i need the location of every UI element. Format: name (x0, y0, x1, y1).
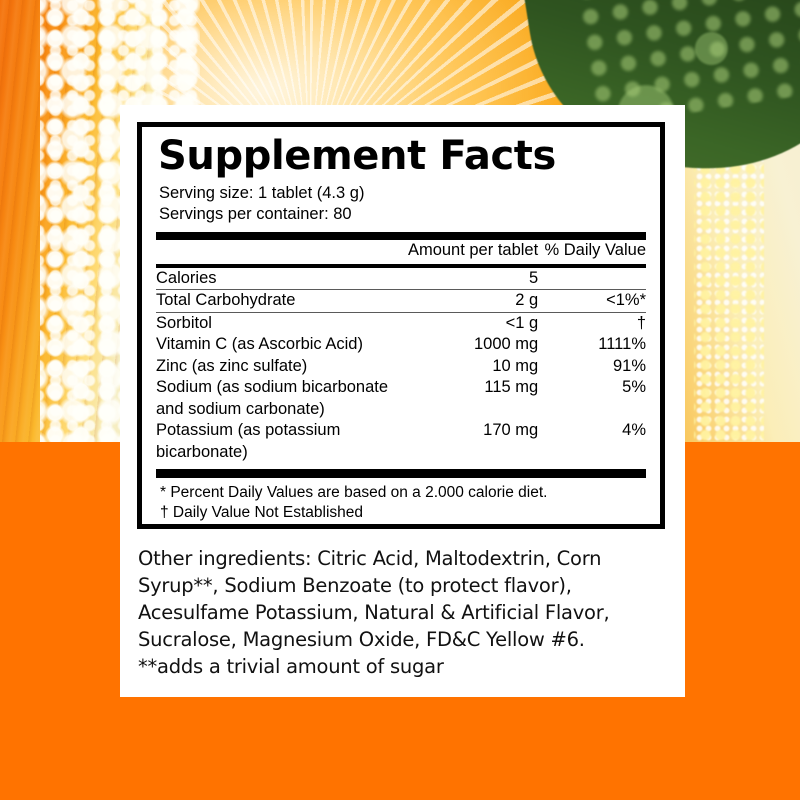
table-row: Zinc (as zinc sulfate) 10 mg 91% (156, 356, 646, 378)
table-row: Sorbitol <1 g † (156, 313, 646, 335)
nutrient-daily-value: 5% (622, 378, 646, 396)
footnote-dagger: † Daily Value Not Established (160, 504, 364, 521)
other-ingredients-line-4: Sucralose, Magnesium Oxide, FD&C Yellow … (138, 628, 585, 651)
row-divider (156, 311, 646, 313)
table-row-continuation: bicarbonate) (156, 442, 646, 464)
nutrient-daily-value: 4% (622, 421, 646, 439)
table-header-row: Amount per tablet % Daily Value (156, 240, 646, 264)
rule-thick-top (156, 232, 646, 240)
column-header-daily-value: % Daily Value (544, 241, 647, 259)
nutrient-name: Vitamin C (as Ascorbic Acid) (156, 335, 363, 353)
other-ingredients-line-1: Other ingredients: Citric Acid, Maltodex… (138, 547, 602, 570)
table-row: Potassium (as potassium 170 mg 4% (156, 420, 646, 442)
page-title: Supplement Facts (158, 133, 556, 179)
nutrients-table: Calories 5 Total Carbohydrate 2 g <1%* (156, 268, 646, 464)
nutrient-amount: 1000 mg (473, 335, 539, 353)
nutrient-daily-value: 1111% (598, 335, 646, 353)
sugar-footnote: **adds a trivial amount of sugar (138, 655, 444, 678)
supplement-label-panel: Supplement Facts Serving size: 1 tablet … (120, 105, 685, 697)
nutrient-name: Sorbitol (156, 313, 212, 332)
column-header-name (156, 240, 401, 264)
orange-sparkle-right (694, 120, 764, 442)
other-ingredients-line-3: Acesulfame Potassium, Natural & Artifici… (138, 601, 610, 624)
other-ingredients-line-2: Syrup**, Sodium Benzoate (to protect fla… (138, 574, 572, 597)
nutrient-amount: 115 mg (484, 378, 539, 396)
table-row: Sodium (as sodium bicarbonate 115 mg 5% (156, 377, 646, 399)
row-divider (156, 289, 646, 290)
nutrient-name: Calories (156, 268, 217, 287)
nutrient-amount: 10 mg (492, 356, 539, 375)
nutrient-name: Zinc (as zinc sulfate) (156, 356, 308, 375)
column-header-amount: Amount per tablet (407, 241, 539, 259)
nutrition-table: Amount per tablet % Daily Value (156, 240, 646, 264)
supplement-facts-box: Supplement Facts Serving size: 1 tablet … (137, 122, 665, 529)
servings-per-container-text: Servings per container: 80 (159, 205, 352, 223)
nutrient-amount: 170 mg (483, 421, 539, 439)
table-row: Calories 5 (156, 268, 646, 290)
rule-medium-under-header (156, 263, 646, 268)
nutrient-amount: 2 g (515, 291, 539, 309)
nutrient-name-continued: bicarbonate) (156, 442, 248, 461)
footnote-asterisk: * Percent Daily Values are based on a 2.… (160, 484, 548, 501)
rule-thick-bottom (156, 469, 646, 478)
table-row: Total Carbohydrate 2 g <1%* (156, 290, 646, 312)
serving-size-text: Serving size: 1 tablet (4.3 g) (159, 184, 365, 202)
nutrient-amount: 5 (529, 268, 539, 287)
nutrient-daily-value: 91% (612, 356, 646, 375)
table-row: Vitamin C (as Ascorbic Acid) 1000 mg 111… (156, 334, 646, 356)
nutrient-daily-value: † (636, 313, 646, 332)
nutrient-daily-value: <1%* (606, 291, 646, 309)
nutrient-daily-value (538, 268, 646, 290)
table-row-continuation: and sodium carbonate) (156, 399, 646, 421)
nutrient-amount: <1 g (505, 313, 539, 332)
nutrient-name-continued: and sodium carbonate) (156, 399, 325, 418)
footnotes: * Percent Daily Values are based on a 2.… (156, 483, 646, 523)
nutrient-name: Potassium (as potassium (156, 421, 341, 439)
nutrient-name: Total Carbohydrate (156, 291, 296, 309)
nutrient-name: Sodium (as sodium bicarbonate (156, 378, 389, 396)
other-ingredients-block: Other ingredients: Citric Acid, Maltodex… (138, 545, 672, 680)
